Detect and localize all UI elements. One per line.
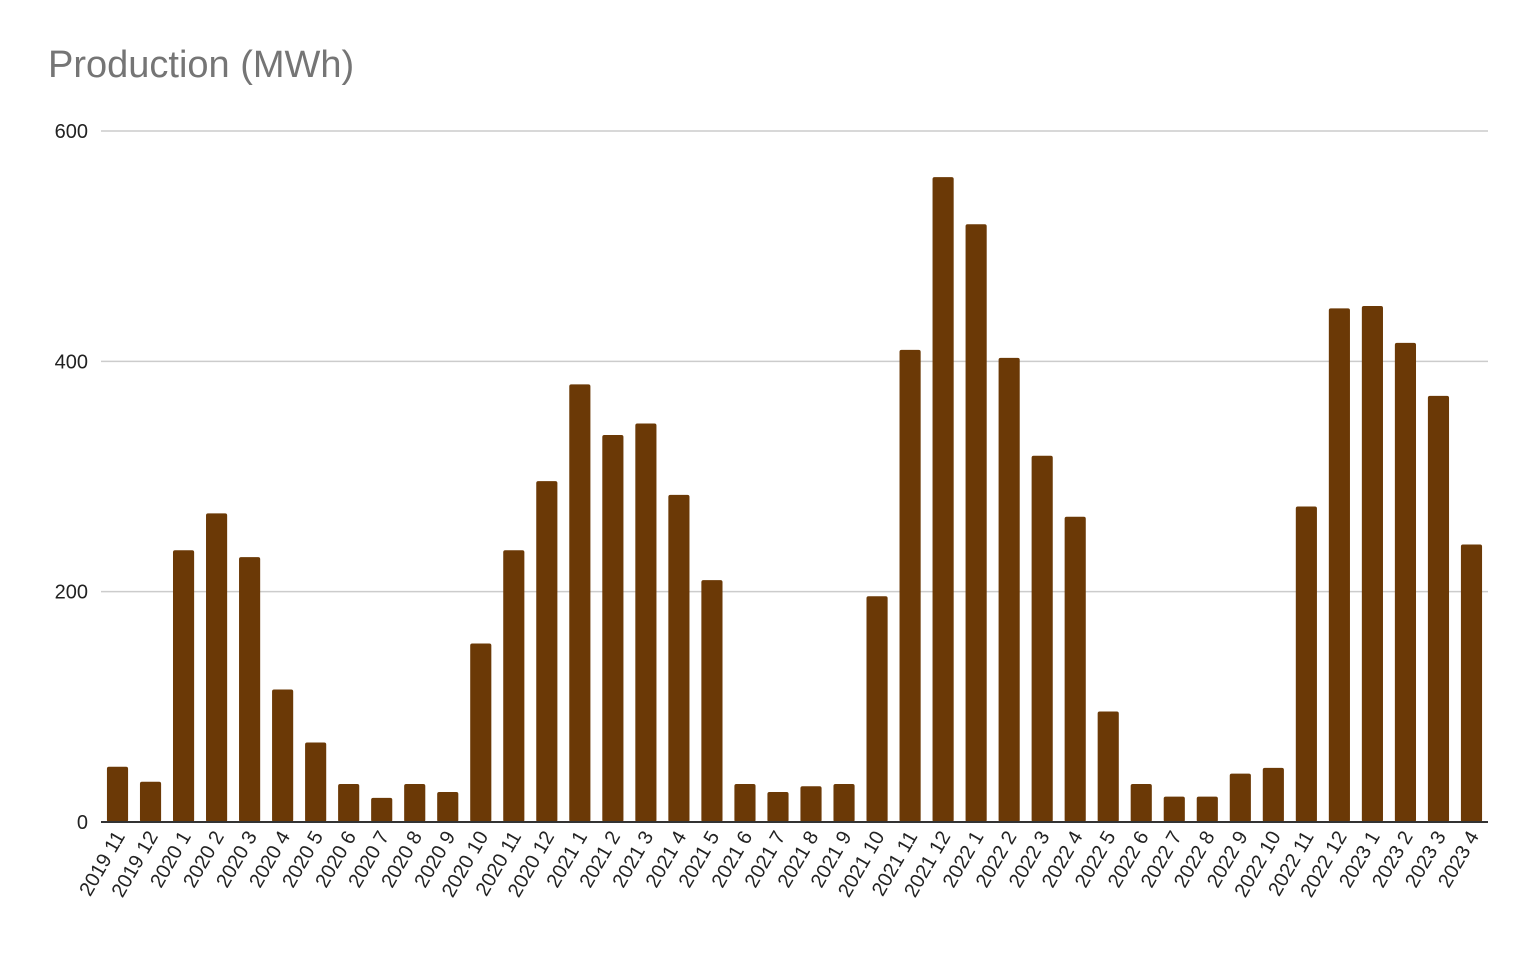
bar bbox=[1427, 395, 1450, 822]
y-tick-label: 200 bbox=[55, 582, 88, 604]
bar bbox=[569, 384, 591, 822]
bar bbox=[1130, 783, 1152, 822]
bar bbox=[800, 786, 822, 822]
bar bbox=[239, 557, 261, 822]
bar bbox=[1097, 711, 1119, 822]
bar bbox=[602, 435, 624, 822]
bar bbox=[701, 580, 723, 822]
bars bbox=[106, 177, 1483, 823]
chart-title: Production (MWh) bbox=[48, 44, 355, 86]
bar bbox=[833, 783, 855, 822]
bar bbox=[404, 783, 426, 822]
bar bbox=[1394, 342, 1417, 822]
bar bbox=[371, 797, 393, 822]
y-axis-tick-labels: 0 200 400 600 bbox=[55, 121, 88, 834]
bar bbox=[932, 177, 954, 823]
y-tick-label: 0 bbox=[77, 812, 88, 834]
bar bbox=[734, 783, 756, 822]
gridlines bbox=[101, 130, 1488, 593]
bar bbox=[998, 357, 1020, 822]
bar bbox=[668, 494, 690, 822]
bar bbox=[1295, 506, 1317, 822]
bar bbox=[1328, 308, 1350, 822]
bar bbox=[1361, 306, 1383, 822]
bar bbox=[272, 689, 294, 822]
bar bbox=[866, 596, 888, 822]
bar bbox=[536, 481, 558, 822]
bar bbox=[206, 513, 228, 822]
bar bbox=[1229, 773, 1251, 822]
bar bbox=[106, 766, 129, 822]
bar bbox=[1031, 455, 1053, 822]
bar bbox=[1196, 796, 1218, 822]
bar bbox=[470, 643, 492, 822]
bar bbox=[305, 742, 327, 822]
bar bbox=[1460, 544, 1483, 822]
bar bbox=[503, 550, 525, 822]
bar bbox=[1064, 516, 1086, 822]
bar bbox=[767, 792, 789, 822]
y-tick-label: 600 bbox=[55, 121, 88, 143]
bar bbox=[965, 224, 987, 822]
bar bbox=[139, 781, 162, 822]
bar bbox=[899, 349, 921, 822]
y-tick-label: 400 bbox=[55, 351, 88, 373]
bar bbox=[338, 783, 360, 822]
bar bbox=[1163, 796, 1185, 822]
bar bbox=[437, 792, 459, 822]
bar bbox=[635, 423, 657, 822]
bar bbox=[172, 550, 195, 822]
bar bbox=[1262, 767, 1284, 822]
